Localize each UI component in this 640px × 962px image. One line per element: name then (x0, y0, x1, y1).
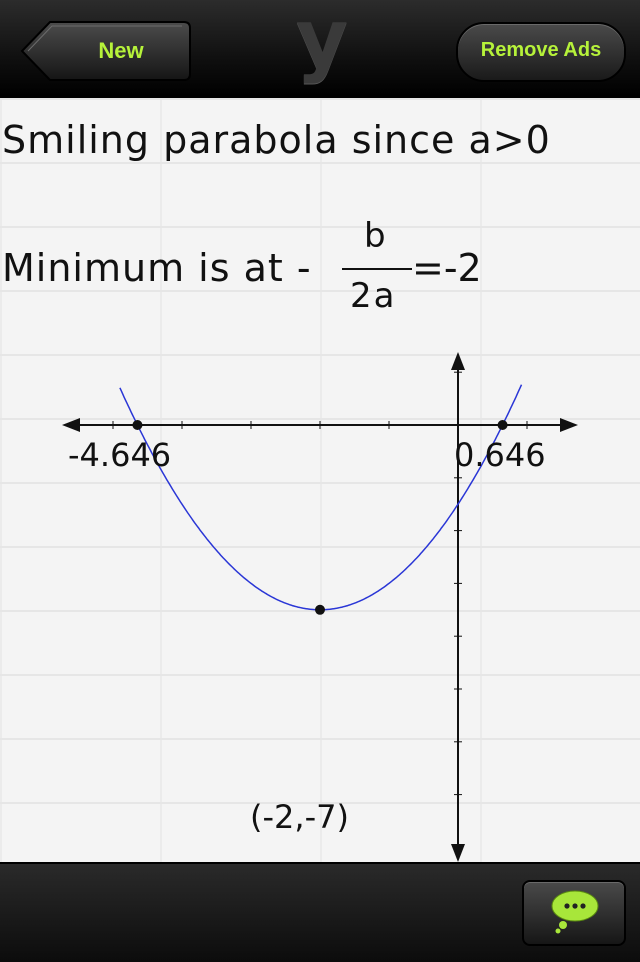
explanation-panel: Smiling parabola since a>0 Minimum is at… (0, 98, 640, 862)
x-axis-left-arrow (62, 418, 80, 432)
new-button-label: New (98, 38, 144, 63)
parabola-curve (119, 384, 523, 611)
chat-button[interactable] (522, 880, 626, 946)
vertex-point (315, 604, 325, 615)
right-root-point (497, 420, 508, 430)
vertex-label: (-2,-7) (250, 798, 349, 836)
y-axis-down-arrow (451, 844, 465, 862)
fraction-numerator: b (364, 216, 386, 256)
minimum-text: Minimum is at - (2, 246, 312, 290)
minimum-value: =-2 (412, 246, 482, 290)
fraction-bar (342, 268, 412, 270)
app-logo: y (295, 0, 349, 85)
speech-bubble-icon (551, 890, 599, 934)
bottom-toolbar (0, 862, 640, 962)
left-root-label: -4.646 (68, 436, 171, 474)
parabola-direction-text: Smiling parabola since a>0 (2, 118, 551, 162)
back-arrow-button-shape (20, 21, 191, 81)
x-axis-right-arrow (560, 418, 578, 432)
parabola-graph: -4.646 0.646 (-2,-7) (62, 352, 578, 862)
new-button[interactable]: New (20, 20, 192, 82)
y-axis-up-arrow (451, 352, 465, 370)
top-toolbar: New y Remove Ads (0, 0, 640, 98)
fraction-denominator: 2a (350, 276, 397, 316)
left-root-point (132, 420, 143, 430)
axis-ticks (112, 371, 528, 848)
remove-ads-button[interactable]: Remove Ads (456, 22, 626, 82)
right-root-label: 0.646 (454, 436, 546, 474)
